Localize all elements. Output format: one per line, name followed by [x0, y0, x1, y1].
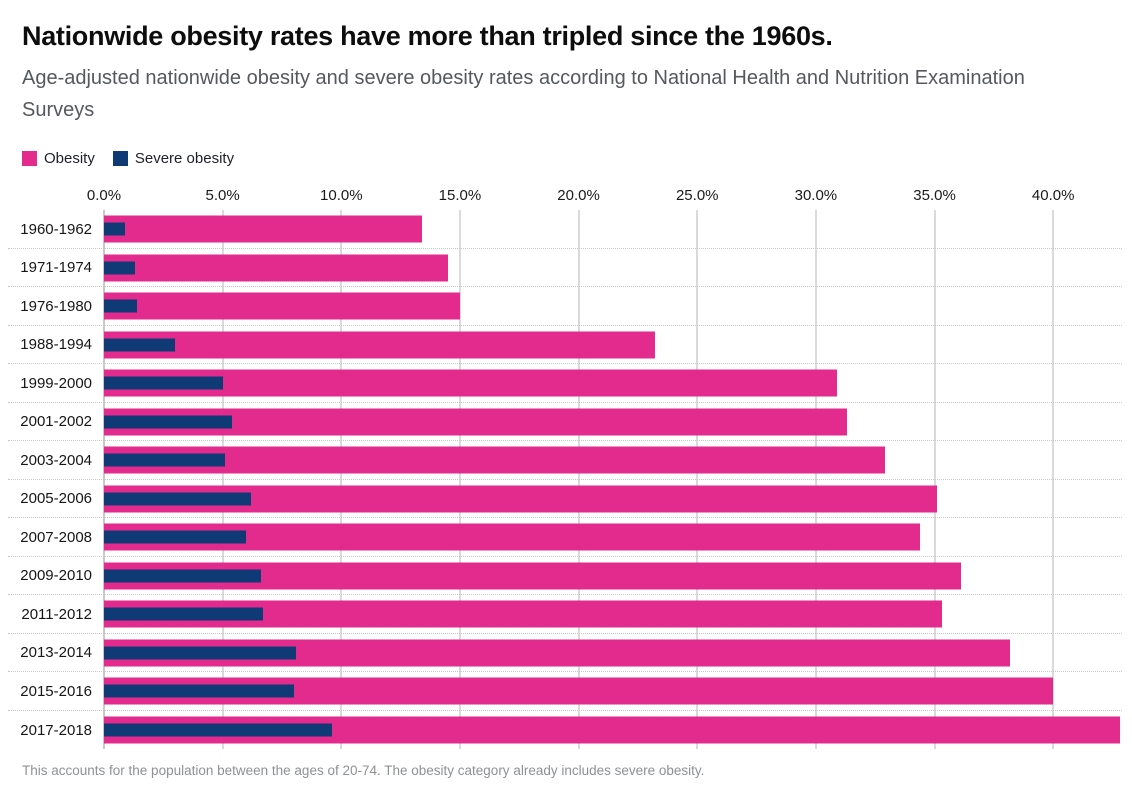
- bar-zone: [104, 595, 1122, 633]
- table-row: 2011-2012: [8, 595, 1122, 634]
- table-row: 2001-2002: [8, 403, 1122, 442]
- x-axis-tick-label: 15.0%: [438, 187, 482, 205]
- obesity-trend-bar-chart: 0.0% 5.0% 10.0% 15.0% 20.0% 25.0% 30.0% 35.0% 40…: [8, 187, 1122, 750]
- y-axis-category-label: 2005-2006: [20, 490, 92, 508]
- obesity-bar: [104, 446, 885, 474]
- severe-obesity-swatch-icon: [112, 151, 128, 167]
- table-row: 2017-2018: [8, 711, 1122, 750]
- x-axis-tick-label: 5.0%: [205, 187, 240, 205]
- y-axis-category-label: 1999-2000: [20, 374, 92, 392]
- x-axis-tick-label: 0.0%: [86, 187, 122, 205]
- legend-item-obesity: Obesity: [22, 150, 95, 167]
- y-axis-category-label: 2009-2010: [20, 567, 92, 585]
- legend-item-severe-obesity: Severe obesity: [112, 150, 235, 168]
- severe-obesity-bar: [104, 338, 176, 352]
- vertical-gridline: [458, 210, 461, 750]
- table-row: 2009-2010: [8, 557, 1122, 596]
- vertical-gridline: [221, 210, 224, 750]
- y-axis-category-label: 2017-2018: [20, 721, 92, 739]
- y-axis-category-label: 2015-2016: [20, 682, 92, 700]
- x-axis-tick-label: 20.0%: [557, 187, 600, 205]
- obesity-bar: [104, 292, 460, 320]
- chart-footnote: This accounts for the population between…: [22, 763, 705, 779]
- table-row: 1976-1980: [8, 287, 1122, 326]
- table-row: 2007-2008: [8, 518, 1122, 557]
- table-row: 1988-1994: [8, 326, 1122, 365]
- obesity-swatch-icon: [22, 151, 37, 167]
- severe-obesity-bar: [104, 261, 135, 275]
- y-axis-category-label: 1960-1962: [20, 220, 92, 238]
- table-row: 2013-2014: [8, 634, 1122, 673]
- bar-zone: [104, 210, 1122, 248]
- y-axis-category-label: 2003-2004: [20, 451, 92, 469]
- gridline-layer: [103, 210, 1122, 750]
- bar-zone: [104, 287, 1122, 325]
- table-row: 1999-2000: [8, 364, 1122, 403]
- bar-zone: [104, 441, 1122, 479]
- severe-obesity-bar: [104, 684, 294, 698]
- bar-zone: [104, 249, 1122, 287]
- bar-zone: [104, 403, 1122, 441]
- table-row: 1971-1974: [8, 249, 1122, 288]
- severe-obesity-bar: [104, 530, 247, 544]
- severe-obesity-bar: [104, 723, 332, 737]
- y-axis-category-label: 1988-1994: [20, 336, 92, 354]
- severe-obesity-bar: [104, 646, 297, 660]
- severe-obesity-bar: [104, 453, 226, 467]
- y-axis-category-label: 2007-2008: [20, 528, 92, 546]
- bar-zone: [104, 326, 1122, 364]
- severe-obesity-bar: [104, 569, 261, 583]
- obesity-bar: [104, 254, 449, 282]
- severe-obesity-bar: [104, 607, 263, 621]
- severe-obesity-bar: [104, 299, 138, 313]
- vertical-gridline: [696, 210, 699, 750]
- x-axis-tick-label: 35.0%: [913, 187, 956, 205]
- y-axis-category-label: 2001-2002: [20, 413, 92, 431]
- page-title: Nationwide obesity rates have more than …: [22, 21, 833, 51]
- severe-obesity-bar: [104, 492, 252, 506]
- vertical-gridline: [577, 210, 580, 750]
- table-row: 2005-2006: [8, 480, 1122, 519]
- y-axis-category-label: 2011-2012: [21, 605, 92, 623]
- obesity-bar: [104, 369, 838, 397]
- bar-zone: [104, 480, 1122, 518]
- y-axis-category-label: 1976-1980: [20, 297, 92, 315]
- bar-zone: [104, 672, 1122, 710]
- severe-obesity-bar: [104, 376, 223, 390]
- table-row: 1960-1962: [8, 210, 1122, 249]
- obesity-bar: [104, 215, 422, 243]
- vertical-gridline: [1052, 210, 1055, 750]
- x-axis-tick-label: 30.0%: [794, 187, 838, 205]
- vertical-gridline: [814, 210, 817, 750]
- vertical-gridline: [340, 210, 343, 750]
- severe-obesity-bar: [104, 222, 126, 236]
- legend-label: Severe obesity: [134, 150, 235, 168]
- plot-area: 1960-1962 1971-1974 1976-1980 1988-1994 1999…: [8, 210, 1122, 750]
- x-axis-tick-label: 40.0%: [1031, 187, 1075, 205]
- x-axis-tick-label: 25.0%: [675, 187, 719, 205]
- vertical-gridline: [933, 210, 936, 750]
- legend-label: Obesity: [44, 150, 95, 168]
- bar-zone: [104, 634, 1122, 672]
- obesity-bar: [104, 331, 655, 359]
- x-axis-labels: 0.0% 5.0% 10.0% 15.0% 20.0% 25.0% 30.0% 35.0% 40…: [87, 187, 1122, 207]
- page-subtitle: Age-adjusted nationwide obesity and seve…: [22, 67, 1025, 122]
- bar-zone: [104, 364, 1122, 402]
- legend: Obesity Severe obesity: [22, 150, 1122, 167]
- bar-zone: [104, 711, 1122, 750]
- y-axis-category-label: 1971-1974: [20, 259, 92, 277]
- y-axis-category-label: 2013-2014: [20, 644, 92, 662]
- severe-obesity-bar: [104, 415, 233, 429]
- table-row: 2015-2016: [8, 672, 1122, 711]
- table-row: 2003-2004: [8, 441, 1122, 480]
- bar-zone: [104, 518, 1122, 556]
- x-axis-tick-label: 10.0%: [320, 187, 363, 205]
- x-axis-baseline: [103, 210, 105, 750]
- bar-rows: 1960-1962 1971-1974 1976-1980 1988-1994 1999…: [8, 210, 1122, 749]
- bar-zone: [104, 557, 1122, 595]
